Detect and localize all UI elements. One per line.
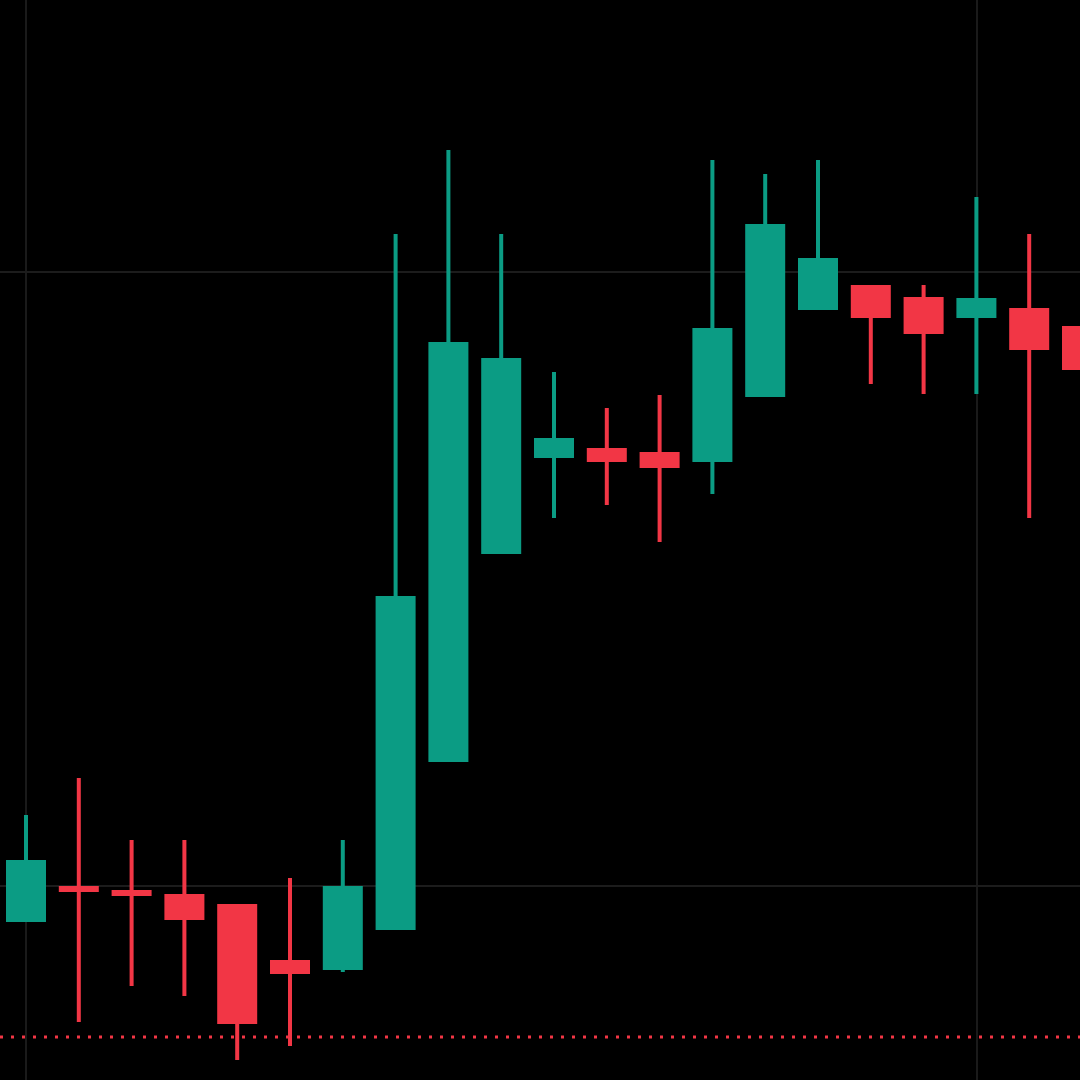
candle-body bbox=[6, 860, 46, 922]
candle-body bbox=[745, 224, 786, 397]
candle-body bbox=[639, 452, 680, 468]
candle-body bbox=[1009, 308, 1050, 350]
candle-body bbox=[270, 960, 310, 974]
candle-body bbox=[428, 342, 469, 762]
candle-body bbox=[111, 890, 152, 896]
candle-body bbox=[534, 438, 574, 458]
candle-body bbox=[798, 258, 838, 310]
candle-body bbox=[58, 886, 99, 892]
candle-body bbox=[1062, 326, 1080, 370]
candle-body bbox=[217, 904, 258, 1024]
candle-body bbox=[903, 297, 944, 334]
candle-body bbox=[164, 894, 205, 920]
candle-body bbox=[322, 886, 363, 970]
candle-body bbox=[586, 448, 627, 462]
candle-body bbox=[850, 285, 891, 318]
candle-body bbox=[481, 358, 522, 554]
candle-body bbox=[375, 596, 416, 930]
candle-body bbox=[692, 328, 733, 462]
candle-body bbox=[956, 298, 997, 318]
